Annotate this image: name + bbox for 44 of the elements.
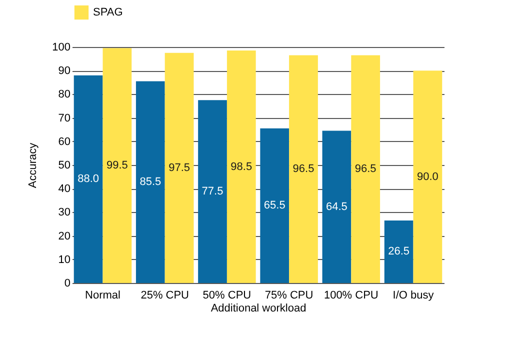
y-tick-label: 40 <box>58 183 70 196</box>
bar <box>322 130 352 283</box>
data-label: 96.5 <box>354 163 376 176</box>
x-axis-title: Additional workload <box>210 302 306 314</box>
y-tick-label: 70 <box>58 112 70 124</box>
x-tick-label: 25% CPU <box>140 290 190 302</box>
legend-label: SPAG <box>93 6 123 18</box>
bar <box>351 55 380 283</box>
bar <box>384 220 414 283</box>
data-label: 85.5 <box>140 176 162 188</box>
y-tick-label: 80 <box>58 88 70 101</box>
x-tick-label: 50% CPU <box>202 290 252 302</box>
data-label: 90.0 <box>416 170 438 183</box>
bar <box>74 75 103 283</box>
y-tick-label: 10 <box>58 254 70 266</box>
data-label: 96.5 <box>292 163 314 176</box>
bar <box>136 81 165 283</box>
data-label: 26.5 <box>388 246 410 258</box>
bar <box>198 100 227 283</box>
bar <box>260 128 290 283</box>
data-label: 64.5 <box>326 200 348 213</box>
x-tick-label: 100% CPU <box>324 290 378 302</box>
y-tick-label: 20 <box>58 230 70 242</box>
data-label: 99.5 <box>106 160 128 172</box>
data-label: 88.0 <box>78 173 100 186</box>
data-label: 77.5 <box>202 186 224 198</box>
bar <box>226 50 256 283</box>
y-tick-label: 0 <box>64 278 70 290</box>
data-label: 97.5 <box>168 162 190 174</box>
bar <box>102 48 132 283</box>
data-label: 98.5 <box>230 160 252 173</box>
data-label: 65.5 <box>264 200 286 212</box>
y-axis-title: Accuracy <box>27 142 40 188</box>
x-tick-label: I/O busy <box>392 290 434 302</box>
y-tick-label: 90 <box>58 65 70 78</box>
bar <box>289 55 318 283</box>
x-tick-label: 75% CPU <box>264 290 314 302</box>
x-tick-label: Normal <box>85 290 120 302</box>
y-tick-label: 30 <box>58 206 70 219</box>
bar <box>413 70 442 283</box>
y-tick-label: 100 <box>52 42 70 54</box>
y-tick-label: 50 <box>58 160 70 172</box>
y-tick-label: 60 <box>58 136 70 148</box>
bar <box>164 52 194 283</box>
